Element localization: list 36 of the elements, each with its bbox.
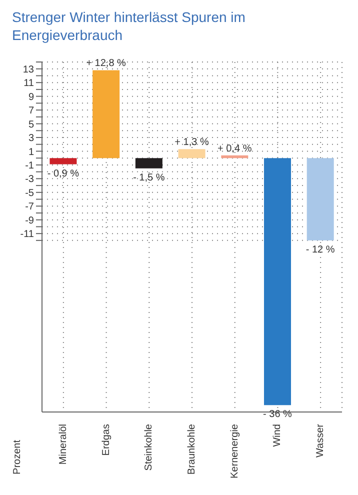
y-tick-label: 13 bbox=[22, 64, 34, 76]
x-tick-label: Kernenergie bbox=[229, 424, 240, 478]
data-label: - 12 % bbox=[306, 244, 335, 256]
bar bbox=[92, 70, 120, 158]
y-tick-label: 5 bbox=[28, 119, 34, 130]
data-label: - 36 % bbox=[263, 409, 292, 420]
x-tick-label: Braunkohle bbox=[186, 424, 198, 475]
x-tick-label: Wind bbox=[272, 424, 284, 447]
x-tick-label: Steinkohle bbox=[144, 424, 155, 471]
y-tick-label: -7 bbox=[25, 202, 34, 213]
y-axis-title: Prozent bbox=[12, 440, 23, 474]
data-label: + 12,8 % bbox=[86, 58, 126, 70]
bar bbox=[135, 158, 162, 168]
y-tick-label: -9 bbox=[25, 215, 34, 226]
x-tick-label: Erdgas bbox=[100, 424, 112, 456]
x-tick-label: Wasser bbox=[315, 423, 326, 458]
y-tick-label: 1 bbox=[28, 146, 34, 158]
y-tick-label: 3 bbox=[28, 133, 34, 144]
y-tick-label: 9 bbox=[28, 92, 34, 103]
data-label: + 0,4 % bbox=[218, 143, 252, 154]
data-label: - 1,5 % bbox=[133, 172, 165, 184]
y-tick-label: 7 bbox=[28, 106, 34, 117]
bar bbox=[306, 158, 334, 240]
bar bbox=[264, 158, 291, 406]
y-tick-label: 11 bbox=[24, 78, 34, 90]
chart-title: Strenger Winter hinterlässt Spuren im Energieverbrauch bbox=[11, 8, 246, 45]
data-label: - 0,9 % bbox=[47, 168, 80, 180]
data-label: + 1,3 % bbox=[174, 137, 209, 148]
bar bbox=[221, 155, 248, 158]
y-tick-label: -3 bbox=[25, 174, 34, 186]
y-tick-label: -5 bbox=[25, 188, 34, 199]
y-tick-label: -11 bbox=[20, 229, 34, 240]
bar bbox=[50, 158, 77, 164]
bar bbox=[178, 149, 206, 158]
y-tick-label: -1 bbox=[25, 160, 34, 172]
x-tick-label: Mineralöl bbox=[58, 424, 69, 465]
